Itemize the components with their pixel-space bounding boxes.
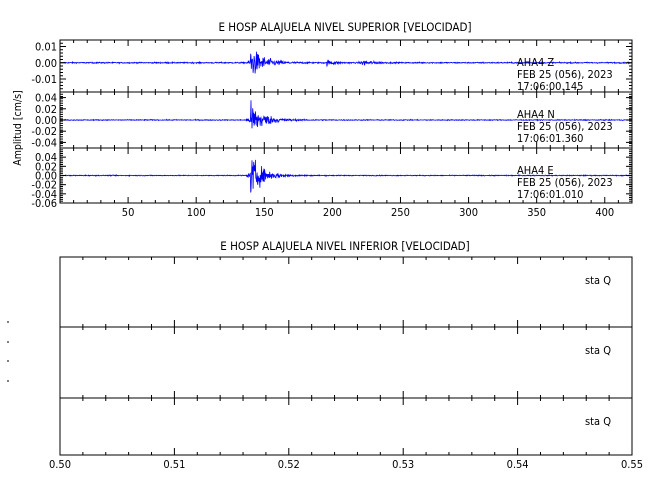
panel-frame [59, 326, 633, 399]
station-label: sta Q [585, 415, 611, 428]
y-tick-label: 0.00 [35, 57, 57, 70]
y-tick-label: 0.02 [35, 160, 57, 173]
station-label-line: FEB 25 (056), 2023 [517, 68, 613, 81]
station-label-line: FEB 25 (056), 2023 [517, 176, 613, 189]
x-tick-label: 0.52 [278, 458, 300, 471]
station-label-line: AHA4 Z [517, 56, 554, 69]
x-tick-label: 0.54 [507, 458, 529, 471]
x-tick-label: 250 [391, 206, 410, 219]
y-tick-label: -0.01 [31, 73, 57, 86]
lower-chart-x-axis: 0.50 0.51 0.52 0.53 0.54 0.55 [49, 458, 643, 471]
waveform-trace [62, 159, 631, 193]
upper-chart-title: E HOSP ALAJUELA NIVEL SUPERIOR [VELOCIDA… [218, 20, 471, 34]
lower-panel-1: sta Q [59, 256, 633, 328]
station-label: sta Q [585, 274, 611, 287]
y-tick-label: -0.04 [31, 188, 57, 201]
lower-panel-3: sta Q [59, 397, 633, 456]
station-label: sta Q [585, 344, 611, 357]
lower-chart: E HOSP ALAJUELA NIVEL INFERIOR [VELOCIDA… [7, 239, 643, 471]
y-tick-label: 0.00 [35, 114, 57, 127]
x-tick-label: 0.55 [621, 458, 643, 471]
y-tick-label: -0.06 [31, 197, 57, 210]
upper-chart: E HOSP ALAJUELA NIVEL SUPERIOR [VELOCIDA… [12, 20, 633, 219]
station-label-line: AHA4 E [517, 164, 554, 177]
lower-chart-panels: sta Q sta Q sta Q [59, 256, 633, 456]
y-tick-label: -0.02 [31, 179, 57, 192]
panel-frame [59, 397, 633, 456]
y-tick-label: 0.01 [35, 41, 57, 54]
panel-frame [59, 256, 633, 328]
waveform-trace [62, 51, 631, 74]
lower-panel-2: sta Q [59, 326, 633, 399]
x-tick-label: 0.53 [392, 458, 414, 471]
upper-chart-x-axis: 50 100 150 200 250 300 350 400 [122, 206, 614, 219]
station-label-line: FEB 25 (056), 2023 [517, 120, 613, 133]
y-tick-label: 0.00 [35, 170, 57, 183]
y-tick-label: 0.04 [35, 92, 57, 105]
station-label-line: 17:06:01.010 [517, 188, 583, 201]
y-tick-label: -0.04 [31, 136, 57, 149]
x-tick-label: 200 [323, 206, 342, 219]
x-tick-label: 0.50 [49, 458, 71, 471]
waveform-trace [62, 100, 631, 129]
station-label-line: 17:06:00.145 [517, 80, 583, 93]
lower-chart-y-axis-stub [7, 321, 9, 382]
lower-chart-title: E HOSP ALAJUELA NIVEL INFERIOR [VELOCIDA… [220, 239, 469, 253]
y-tick-label: -0.02 [31, 125, 57, 138]
x-tick-label: 350 [527, 206, 546, 219]
x-tick-label: 50 [122, 206, 135, 219]
x-tick-label: 300 [459, 206, 478, 219]
upper-chart-y-axis-label: Amplitud [cm/s] [12, 90, 24, 165]
y-tick-label: 0.04 [35, 151, 57, 164]
y-tick-label: 0.02 [35, 103, 57, 116]
x-tick-label: 0.51 [163, 458, 185, 471]
x-tick-label: 100 [187, 206, 206, 219]
station-label-line: 17:06:01.360 [517, 132, 583, 145]
x-tick-label: 150 [255, 206, 274, 219]
station-label-line: AHA4 N [517, 108, 555, 121]
x-tick-label: 400 [595, 206, 614, 219]
